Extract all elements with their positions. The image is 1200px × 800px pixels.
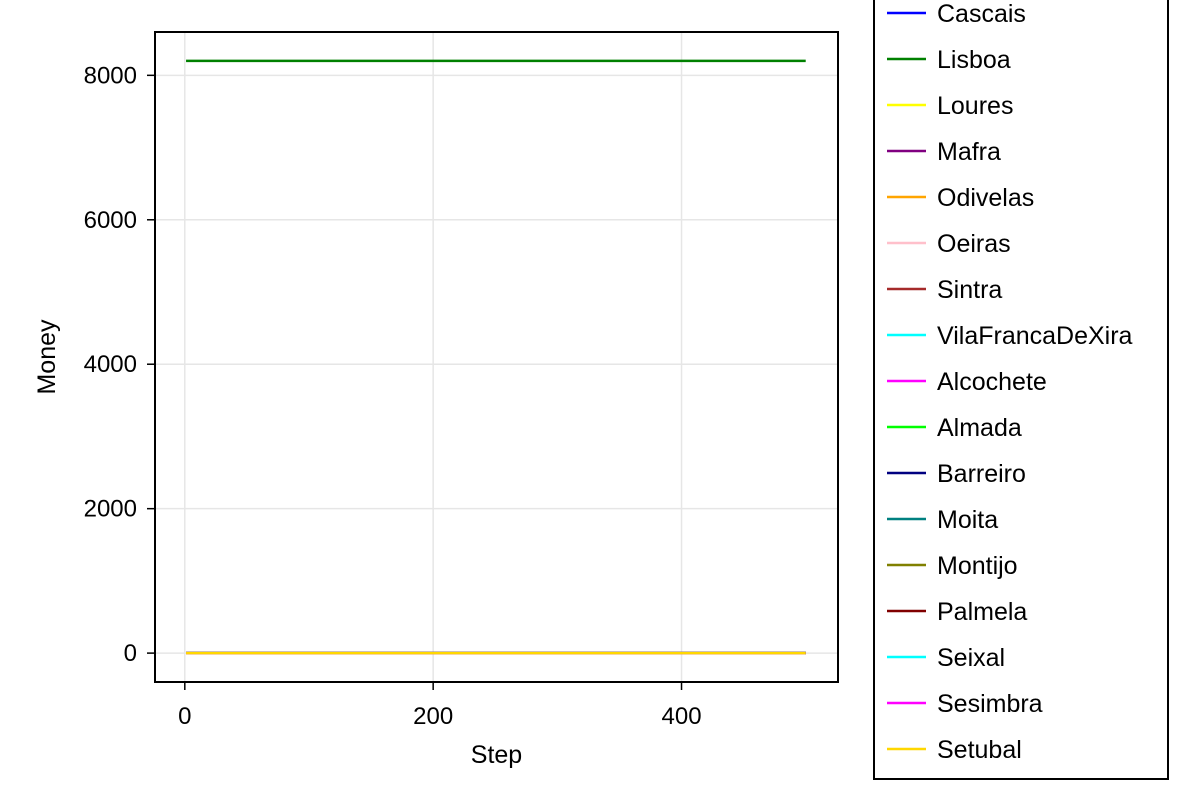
y-tick-label: 6000 [84,207,137,234]
y-tick-label: 0 [124,640,137,667]
legend-box [873,0,1169,780]
x-tick-label: 0 [178,703,191,730]
legend-label: Sintra [937,276,1002,304]
legend-label: Mafra [937,138,1001,166]
legend-label: Montijo [937,552,1018,580]
y-axis-label: Money [33,319,61,395]
legend-label: Palmela [937,598,1027,626]
legend-label: Sesimbra [937,690,1043,718]
legend-label: Alcochete [937,368,1047,396]
legend-label: Lisboa [937,46,1011,74]
x-tick-label: 400 [662,703,702,730]
legend-label: Moita [937,506,998,534]
legend-label: VilaFrancaDeXira [937,322,1133,350]
legend-label: Loures [937,92,1013,120]
y-tick-label: 4000 [84,351,137,378]
x-tick-label: 200 [413,703,453,730]
y-tick-label: 2000 [84,496,137,523]
legend-label: Setubal [937,736,1022,764]
y-tick-label: 8000 [84,62,137,89]
legend-label: Cascais [937,0,1026,28]
legend: Cascais Lisboa Loures Mafra Odivelas Oeiras Si… [873,0,1169,780]
plot-frame [154,31,839,683]
legend-label: Oeiras [937,230,1011,258]
legend-label: Barreiro [937,460,1026,488]
legend-label: Odivelas [937,184,1034,212]
x-axis-label: Step [471,741,522,769]
legend-label: Almada [937,414,1022,442]
series-lines [186,59,806,655]
legend-label: Seixal [937,644,1005,672]
grid-lines [155,32,838,682]
